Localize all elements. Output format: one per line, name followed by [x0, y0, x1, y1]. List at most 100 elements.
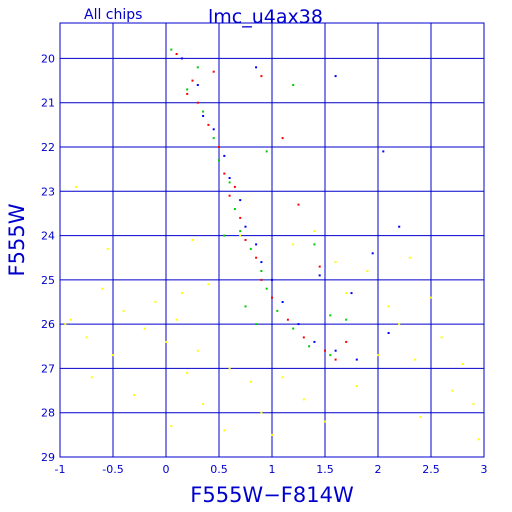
data-point — [180, 57, 183, 60]
data-point — [451, 389, 454, 392]
data-point — [191, 239, 194, 241]
data-point — [260, 278, 263, 281]
data-point — [228, 177, 231, 179]
data-point — [191, 79, 194, 82]
data-point — [207, 283, 210, 286]
data-point — [281, 137, 284, 140]
data-point — [350, 292, 353, 295]
data-point — [271, 296, 273, 299]
data-point — [297, 203, 300, 206]
data-point — [228, 194, 231, 197]
x-tick-label: 2.5 — [422, 463, 440, 476]
data-point — [430, 296, 432, 299]
x-tick-label: -1 — [55, 463, 66, 476]
data-point — [355, 358, 358, 361]
data-point — [212, 70, 215, 73]
data-point — [106, 247, 109, 250]
grid — [59, 23, 485, 458]
chart-subtitle: All chips — [84, 7, 142, 23]
data-point — [239, 199, 242, 202]
data-point — [90, 376, 93, 379]
y-tick-label: 29 — [41, 451, 55, 464]
x-tick-label: 0 — [163, 463, 170, 476]
y-tick-label: 28 — [41, 407, 55, 420]
data-point — [165, 340, 167, 343]
data-point — [233, 185, 236, 188]
data-point — [228, 367, 231, 370]
x-tick-label: 3 — [481, 463, 488, 476]
data-point — [461, 363, 464, 365]
data-point — [239, 230, 242, 233]
data-point — [170, 425, 173, 427]
data-point — [377, 354, 379, 357]
y-tick-label: 22 — [41, 141, 55, 154]
data-point — [255, 323, 258, 326]
data-point — [218, 159, 220, 162]
data-point — [334, 261, 337, 264]
x-axis-label: F555W−F814W — [190, 483, 354, 507]
data-point — [387, 305, 390, 308]
data-point — [260, 411, 263, 414]
y-tick-label: 27 — [41, 362, 55, 375]
data-point — [260, 270, 263, 272]
data-point — [292, 84, 295, 86]
data-point — [202, 402, 205, 405]
data-point — [414, 358, 417, 361]
data-point — [408, 256, 411, 259]
data-point — [196, 66, 199, 69]
data-point — [244, 225, 247, 228]
data-point — [69, 318, 72, 321]
data-point — [265, 150, 268, 153]
data-point — [297, 323, 300, 326]
data-point — [249, 247, 252, 250]
data-point — [207, 123, 210, 126]
data-point — [101, 287, 104, 290]
data-point — [281, 376, 284, 379]
y-tick-label: 25 — [41, 274, 55, 287]
data-point — [271, 278, 273, 281]
data-point — [318, 265, 321, 268]
data-point — [281, 301, 284, 303]
data-point — [212, 137, 215, 140]
data-point — [186, 88, 189, 91]
data-point — [175, 318, 178, 321]
data-point — [175, 53, 178, 55]
data-point — [286, 318, 289, 321]
x-tick-label: -0.5 — [102, 463, 123, 476]
x-tick-label: 2 — [375, 463, 382, 476]
data-point — [112, 354, 114, 357]
data-point — [334, 349, 337, 352]
data-point — [223, 172, 226, 175]
data-point — [223, 429, 226, 432]
data-point — [324, 349, 326, 352]
data-point — [313, 340, 316, 343]
data-point — [255, 243, 258, 246]
data-point — [324, 420, 326, 423]
data-point — [223, 154, 226, 157]
data-point — [255, 66, 258, 69]
y-tick-labels: 20 21 22 23 24 25 26 27 28 29 — [41, 52, 55, 464]
data-point — [318, 274, 321, 277]
y-axis-label: F555W — [5, 203, 29, 276]
x-tick-labels: -1 -0.5 0 0.5 1 1.5 2 2.5 3 — [55, 463, 488, 476]
data-point — [170, 48, 173, 51]
data-point — [271, 433, 273, 436]
data-point — [244, 305, 247, 308]
x-tick-label: 1.5 — [316, 463, 334, 476]
data-point — [212, 128, 215, 131]
data-point — [223, 234, 226, 237]
x-tick-label: 0.5 — [210, 463, 228, 476]
data-point — [440, 336, 443, 339]
data-point — [122, 309, 125, 312]
data-point — [202, 110, 205, 113]
data-point — [196, 84, 199, 86]
data-point — [186, 92, 189, 95]
data-point — [302, 336, 305, 339]
data-point — [228, 181, 231, 184]
y-tick-label: 26 — [41, 318, 55, 331]
data-point — [398, 323, 401, 326]
data-point — [244, 239, 247, 241]
data-point — [472, 402, 475, 405]
data-point — [180, 292, 183, 295]
